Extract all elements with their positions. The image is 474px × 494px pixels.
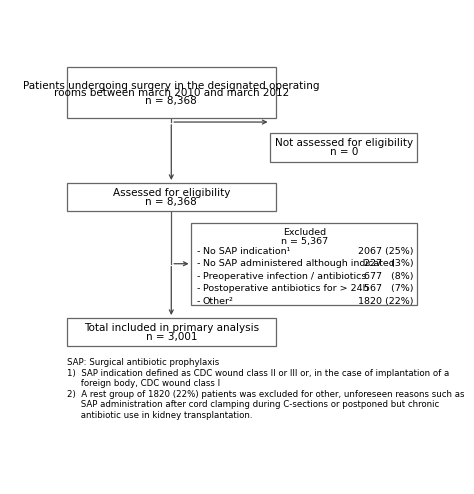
- Text: -: -: [197, 259, 201, 268]
- Text: Postoperative antibiotics for > 24h: Postoperative antibiotics for > 24h: [202, 285, 368, 293]
- Text: Assessed for eligibility: Assessed for eligibility: [113, 188, 230, 198]
- FancyBboxPatch shape: [191, 223, 418, 305]
- Text: No SAP indication¹: No SAP indication¹: [202, 247, 290, 256]
- FancyBboxPatch shape: [66, 67, 276, 118]
- FancyBboxPatch shape: [271, 133, 418, 162]
- Text: -: -: [197, 285, 201, 293]
- Text: 1)  SAP indication defined as CDC wound class II or III or, in the case of impla: 1) SAP indication defined as CDC wound c…: [66, 369, 449, 377]
- Text: Total included in primary analysis: Total included in primary analysis: [84, 323, 259, 332]
- Text: foreign body, CDC wound class I: foreign body, CDC wound class I: [66, 379, 220, 388]
- Text: Preoperative infection / antibiotics: Preoperative infection / antibiotics: [202, 272, 366, 281]
- Text: -: -: [197, 297, 201, 306]
- Text: 1820 (22%): 1820 (22%): [358, 297, 414, 306]
- Text: -: -: [197, 247, 201, 256]
- Text: rooms between march 2010 and march 2012: rooms between march 2010 and march 2012: [54, 87, 289, 97]
- Text: 2067 (25%): 2067 (25%): [358, 247, 414, 256]
- Text: SAP: Surgical antibiotic prophylaxis: SAP: Surgical antibiotic prophylaxis: [66, 358, 219, 367]
- Text: Excluded: Excluded: [283, 228, 326, 237]
- Text: antibiotic use in kidney transplantation.: antibiotic use in kidney transplantation…: [66, 411, 252, 420]
- Text: Not assessed for eligibility: Not assessed for eligibility: [275, 138, 413, 148]
- Text: n = 0: n = 0: [330, 147, 358, 157]
- FancyBboxPatch shape: [66, 318, 276, 346]
- Text: 567   (7%): 567 (7%): [364, 285, 414, 293]
- Text: No SAP administered although indicated: No SAP administered although indicated: [202, 259, 394, 268]
- Text: Patients undergoing surgery in the designated operating: Patients undergoing surgery in the desig…: [23, 81, 319, 91]
- Text: n = 8,368: n = 8,368: [146, 197, 197, 206]
- Text: n = 3,001: n = 3,001: [146, 332, 197, 342]
- FancyBboxPatch shape: [66, 183, 276, 211]
- Text: Other²: Other²: [202, 297, 233, 306]
- Text: SAP administration after cord clamping during C-sections or postponed but chroni: SAP administration after cord clamping d…: [66, 401, 439, 410]
- Text: 677   (8%): 677 (8%): [364, 272, 414, 281]
- Text: 2)  A rest group of 1820 (22%) patients was excluded for other, unforeseen reaso: 2) A rest group of 1820 (22%) patients w…: [66, 390, 464, 399]
- Text: n = 8,368: n = 8,368: [146, 96, 197, 106]
- Text: 227   (3%): 227 (3%): [364, 259, 414, 268]
- Text: n = 5,367: n = 5,367: [281, 237, 328, 246]
- Text: -: -: [197, 272, 201, 281]
